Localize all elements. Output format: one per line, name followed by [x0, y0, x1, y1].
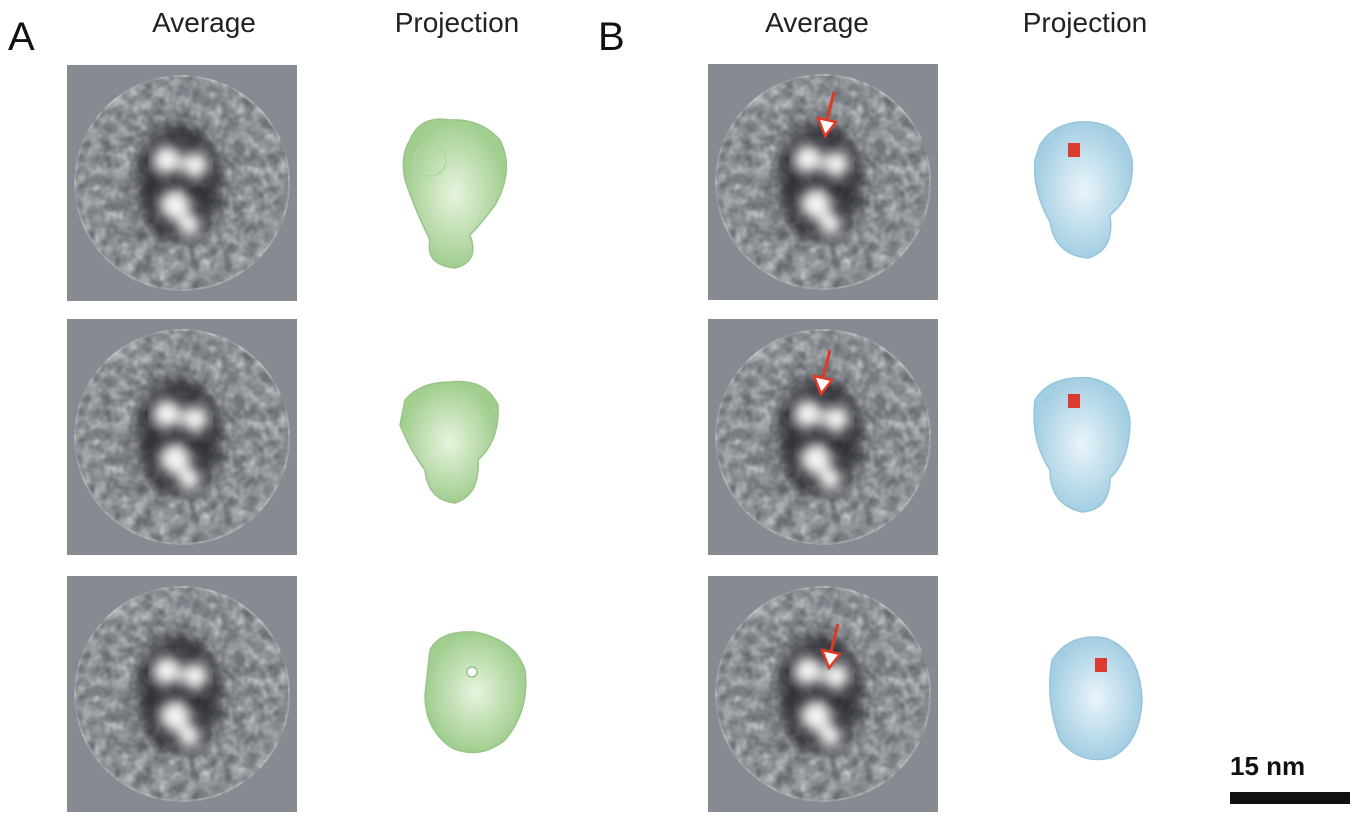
average-image [33, 288, 332, 587]
projection-render [1050, 637, 1142, 760]
average-image [33, 545, 332, 818]
column-header: Average [765, 7, 869, 38]
projection-render [1034, 378, 1130, 512]
average-image [674, 288, 973, 587]
scale-bar [1230, 792, 1350, 804]
panel-label: A [8, 15, 35, 59]
column-header: Projection [395, 7, 520, 38]
figure: A Average Projection B Average Projectio… [0, 0, 1365, 818]
average-image [674, 545, 973, 818]
average-image [33, 34, 332, 333]
column-header: Average [152, 7, 256, 38]
projection-render [400, 381, 498, 503]
panel-label: B [598, 15, 625, 59]
average-image [674, 33, 973, 332]
column-header: Projection [1023, 7, 1148, 38]
projection-render [1035, 122, 1133, 258]
projection-render [403, 119, 506, 268]
scale-bar-label: 15 nm [1230, 751, 1305, 781]
projection-render [425, 632, 526, 753]
